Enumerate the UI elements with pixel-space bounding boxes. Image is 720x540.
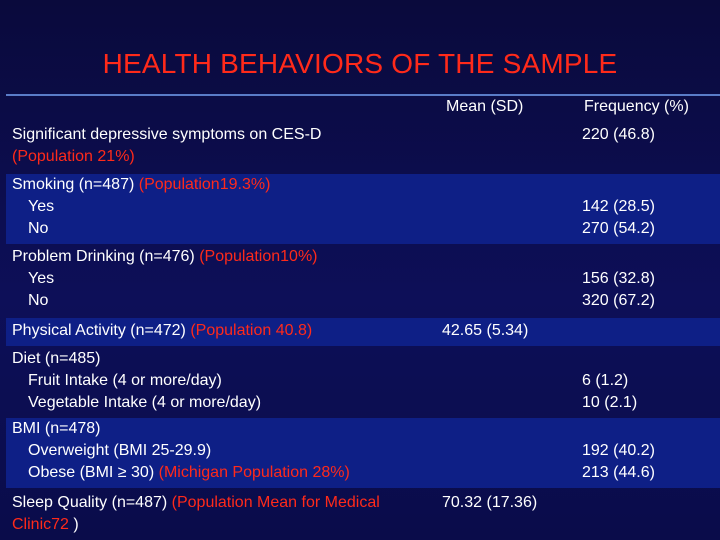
row-label: BMI (n=478) Overweight (BMI 25-29.9) Obe…	[12, 418, 432, 484]
mean-value: 70.32 (17.36)	[442, 494, 538, 511]
sub-item: Yes	[28, 198, 55, 215]
frequency-value: 213 (44.6)	[582, 464, 655, 481]
sub-item: Fruit Intake (4 or more/day)	[28, 372, 222, 389]
table-row: Problem Drinking (n=476) (Population10%)…	[6, 246, 720, 316]
population-note: Clinic72	[12, 516, 69, 533]
table-row: Significant depressive symptoms on CES-D…	[6, 124, 720, 172]
frequency-column-header: Frequency (%)	[584, 98, 689, 115]
mean-column-header: Mean (SD)	[446, 98, 524, 115]
population-note: (Michigan Population 28%)	[158, 464, 350, 481]
population-note: (Population 40.8)	[190, 322, 313, 339]
frequency-value: 192 (40.2)	[582, 442, 655, 459]
frequency-value: 320 (67.2)	[582, 292, 655, 309]
sub-item: No	[28, 220, 49, 237]
table-row: BMI (n=478) Overweight (BMI 25-29.9) Obe…	[6, 418, 720, 488]
sub-item: Overweight (BMI 25-29.9)	[28, 442, 212, 459]
table-row: Smoking (n=487) (Population19.3%) Yes No…	[6, 174, 720, 244]
table-header: Mean (SD) Frequency (%)	[6, 94, 720, 124]
sub-item: Vegetable Intake (4 or more/day)	[28, 394, 262, 411]
row-label: Significant depressive symptoms on CES-D…	[12, 124, 432, 168]
row-label: Physical Activity (n=472) (Population 40…	[12, 322, 313, 339]
row-label: Sleep Quality (n=487) (Population Mean f…	[12, 494, 380, 533]
mean-value: 42.65 (5.34)	[442, 322, 529, 339]
sub-item: No	[28, 292, 49, 309]
population-note: (Population Mean for Medical	[171, 494, 380, 511]
slide-title: HEALTH BEHAVIORS OF THE SAMPLE	[102, 48, 618, 79]
row-label: Smoking (n=487) (Population19.3%) Yes No	[12, 174, 432, 240]
frequency-value: 270 (54.2)	[582, 220, 655, 237]
table-row: Diet (n=485) Fruit Intake (4 or more/day…	[6, 348, 720, 416]
population-note: (Population19.3%)	[138, 176, 271, 193]
sub-item: Obese (BMI ≥ 30)	[28, 464, 155, 481]
frequency-value: 10 (2.1)	[582, 394, 638, 411]
frequency-value: 142 (28.5)	[582, 198, 655, 215]
population-note: (Population10%)	[199, 248, 318, 265]
population-note: (Population 21%)	[12, 148, 135, 165]
table-row: Sleep Quality (n=487) (Population Mean f…	[6, 492, 720, 540]
row-label: Diet (n=485) Fruit Intake (4 or more/day…	[12, 348, 432, 414]
table-row: Physical Activity (n=472) (Population 40…	[6, 318, 720, 346]
frequency-value: 156 (32.8)	[582, 270, 655, 287]
sub-item: Yes	[28, 270, 55, 287]
frequency-value: 220 (46.8)	[582, 126, 655, 143]
frequency-value: 6 (1.2)	[582, 372, 629, 389]
row-label: Problem Drinking (n=476) (Population10%)…	[12, 246, 432, 312]
